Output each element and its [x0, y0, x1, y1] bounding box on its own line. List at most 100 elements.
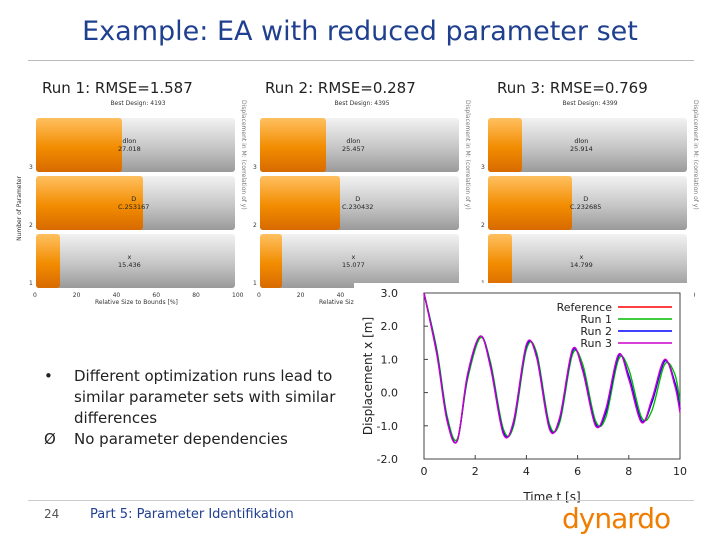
parameter-name: x	[579, 253, 584, 261]
run-1-label: Run 1: RMSE=1.587	[42, 79, 193, 97]
parameter-index-tick: 3	[29, 164, 33, 171]
bar-y-axis-label: Number of Parameter	[16, 176, 23, 241]
footer-divider	[28, 500, 694, 501]
bar-plot-area: dlon 25.914 3 D C.232685 2 x 14.799 1	[481, 118, 687, 290]
x-tick-label: 2	[472, 465, 479, 478]
x-tick-label: 8	[625, 465, 632, 478]
y-tick-label: -1.0	[377, 420, 398, 433]
legend-label: Run 2	[580, 325, 612, 338]
best-design-label: Best Design: 4395	[334, 100, 390, 107]
parameter-bar	[36, 118, 122, 172]
parameter-bar-track: x 15.077	[260, 234, 459, 288]
best-design-label: Best Design: 4399	[562, 100, 618, 107]
parameter-bar-track: D C.230432	[260, 176, 459, 230]
bar-x-tick: 80	[192, 292, 200, 299]
parameter-index-tick: 3	[253, 164, 257, 171]
parameter-value: 14.799	[570, 261, 593, 269]
x-tick-label: 10	[673, 465, 687, 478]
run-2-label: Run 2: RMSE=0.287	[265, 79, 416, 97]
parameter-index-tick: 3	[481, 164, 485, 171]
bullet-item: • Different optimization runs lead to si…	[44, 366, 364, 429]
run-3-label: Run 3: RMSE=0.769	[497, 79, 648, 97]
parameter-value-label: x 14.799	[570, 253, 593, 269]
panel-side-caption: Displacement in M: (correlation of y)	[692, 100, 699, 210]
parameter-value: 15.436	[118, 261, 141, 269]
legend-label: Run 1	[580, 313, 612, 326]
parameter-index-tick: 1	[253, 280, 257, 287]
parameter-name: D	[131, 195, 137, 203]
parameter-bar-track: x 15.436	[36, 234, 235, 288]
legend-label: Reference	[557, 301, 613, 314]
plot-frame	[423, 292, 681, 460]
parameter-value: 25.457	[342, 145, 365, 153]
y-tick-label: 2.0	[381, 320, 399, 333]
parameter-bar-track: D C.232685	[488, 176, 687, 230]
bar-x-tick: 40	[112, 292, 121, 299]
parameter-bar	[488, 118, 522, 172]
parameter-bar-panel: Best Design: 4399 dlon 25.914 3 D C.232685 2 x 1…	[481, 96, 695, 308]
title-divider	[28, 60, 694, 61]
parameter-value: C.232685	[570, 203, 602, 211]
parameter-bar-track: dlon 25.914	[488, 118, 687, 172]
bar-x-tick: 20	[72, 292, 81, 299]
parameter-name: x	[127, 253, 132, 261]
parameter-name: D	[583, 195, 589, 203]
x-axis-label: Time t [s]	[522, 490, 580, 504]
bullet-text: No parameter dependencies	[74, 430, 288, 448]
parameter-bar-panel: Best Design: 4395 dlon 25.457 3 D C.230432 2 x 1…	[253, 96, 467, 308]
bar-x-tick: 60	[152, 292, 161, 299]
parameter-bar	[488, 234, 512, 288]
parameter-name: dlon	[574, 137, 589, 145]
bullet-mark: •	[44, 367, 53, 385]
parameter-bar-track: x 14.799	[488, 234, 687, 288]
x-tick-label: 0	[421, 465, 428, 478]
dynardo-logo: dynardo	[560, 502, 688, 545]
displacement-chart: 3.0 2.0 1.0 0.0 -1.0 -2.0 0 2 4 6 8 10 Time t [s] Dis…	[354, 283, 694, 505]
parameter-value-label: D C.232685	[570, 195, 601, 211]
parameter-bar-track: dlon 25.457	[260, 118, 459, 172]
parameter-value-label: x 15.436	[118, 253, 141, 269]
parameter-value: C.253167	[118, 203, 150, 211]
page-number: 24	[44, 507, 60, 521]
parameter-bar-panel: Best Design: 4193 dlon 27.018 3 D C.253167 2 x 1…	[16, 96, 243, 308]
parameter-value-label: D C.253167	[118, 195, 149, 211]
bar-x-tick: 20	[296, 292, 305, 299]
bar-plot-area: dlon 27.018 3 D C.253167 2 x 15.436 1 Number of P…	[16, 118, 235, 290]
parameter-value: 15.077	[342, 261, 365, 269]
parameter-value: 27.018	[118, 145, 141, 153]
parameter-bar	[36, 176, 144, 230]
bullet-list: • Different optimization runs lead to si…	[44, 366, 364, 450]
bar-x-tick: 40	[336, 292, 345, 299]
parameter-value: 25.914	[570, 145, 593, 153]
y-axis-label: Displacement x [m]	[361, 317, 375, 435]
parameter-bar-track: dlon 27.018	[36, 118, 235, 172]
x-tick-label: 4	[523, 465, 530, 478]
bar-x-tick: 0	[257, 292, 261, 299]
parameter-index-tick: 2	[481, 222, 485, 229]
parameter-value: C.230432	[342, 203, 374, 211]
legend-label: Run 3	[580, 337, 612, 350]
parameter-name: D	[355, 195, 361, 203]
bullet-item: Ø No parameter dependencies	[44, 429, 364, 450]
bar-x-tick: 0	[33, 292, 37, 299]
parameter-bar	[260, 234, 282, 288]
parameter-index-tick: 2	[29, 222, 33, 229]
panel-side-caption: Displacement in M: (correlation of y)	[464, 100, 471, 210]
parameter-name: dlon	[122, 137, 137, 145]
series-line-run-3	[423, 292, 681, 444]
panel-side-caption: Displacement in M: (correlation of y)	[240, 100, 247, 210]
parameter-index-tick: 1	[29, 280, 33, 287]
parameter-value-label: D C.230432	[342, 195, 373, 211]
parameter-index-tick: 2	[253, 222, 257, 229]
x-tick-label: 6	[574, 465, 581, 478]
parameter-name: x	[351, 253, 356, 261]
parameter-bar	[260, 118, 326, 172]
best-design-label: Best Design: 4193	[110, 100, 166, 107]
bar-x-axis-label: Relative Size to Bounds [%]	[95, 299, 178, 306]
parameter-name: dlon	[346, 137, 361, 145]
y-tick-label: 3.0	[381, 287, 399, 300]
footer-text: Part 5: Parameter Identifikation	[90, 507, 294, 522]
parameter-bar-track: D C.253167	[36, 176, 235, 230]
parameter-value-label: x 15.077	[342, 253, 365, 269]
slide-title: Example: EA with reduced parameter set	[82, 16, 638, 47]
